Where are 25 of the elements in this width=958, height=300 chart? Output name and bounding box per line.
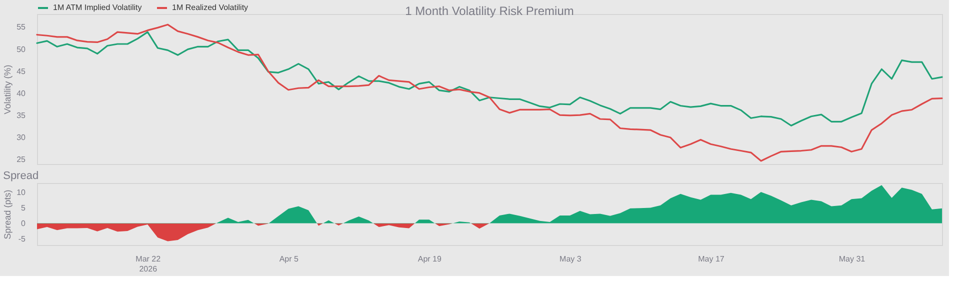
legend-label: 1M Realized Volatility	[172, 3, 248, 12]
y-tick-label: 55	[16, 22, 26, 32]
x-tick-label: Mar 22 2026	[136, 254, 162, 274]
y-axis-title: Spread (pts)	[2, 190, 13, 240]
line-series	[36, 24, 943, 162]
y-tick-label: 45	[16, 66, 26, 76]
x-tick-label: May 17	[698, 254, 725, 264]
chart-title: 1 Month Volatility Risk Premium	[405, 4, 574, 18]
text: 1M ATM Implied Volatility	[53, 3, 142, 12]
line-series	[36, 31, 943, 126]
y-tick-label: 35	[16, 110, 26, 120]
y-tick-label: 5	[21, 203, 26, 212]
y-tick-label: 10	[16, 188, 26, 197]
chart-title: Spread	[3, 170, 39, 182]
y-tick-label: 30	[16, 133, 26, 142]
x-tick-label: May 3	[560, 254, 582, 264]
x-tick-label: May 31	[838, 254, 866, 264]
y-tick-label: 25	[16, 155, 26, 164]
y-tick-label: 50	[16, 44, 26, 54]
x-tick-label: Apr 5	[279, 254, 299, 264]
y-tick-label: -5	[18, 234, 26, 244]
y-tick-label: 0	[21, 218, 26, 228]
y-tick-label: 40	[16, 88, 26, 98]
x-tick-label: Apr 19	[418, 254, 442, 264]
y-axis-title: Volatility (%)	[2, 64, 13, 114]
